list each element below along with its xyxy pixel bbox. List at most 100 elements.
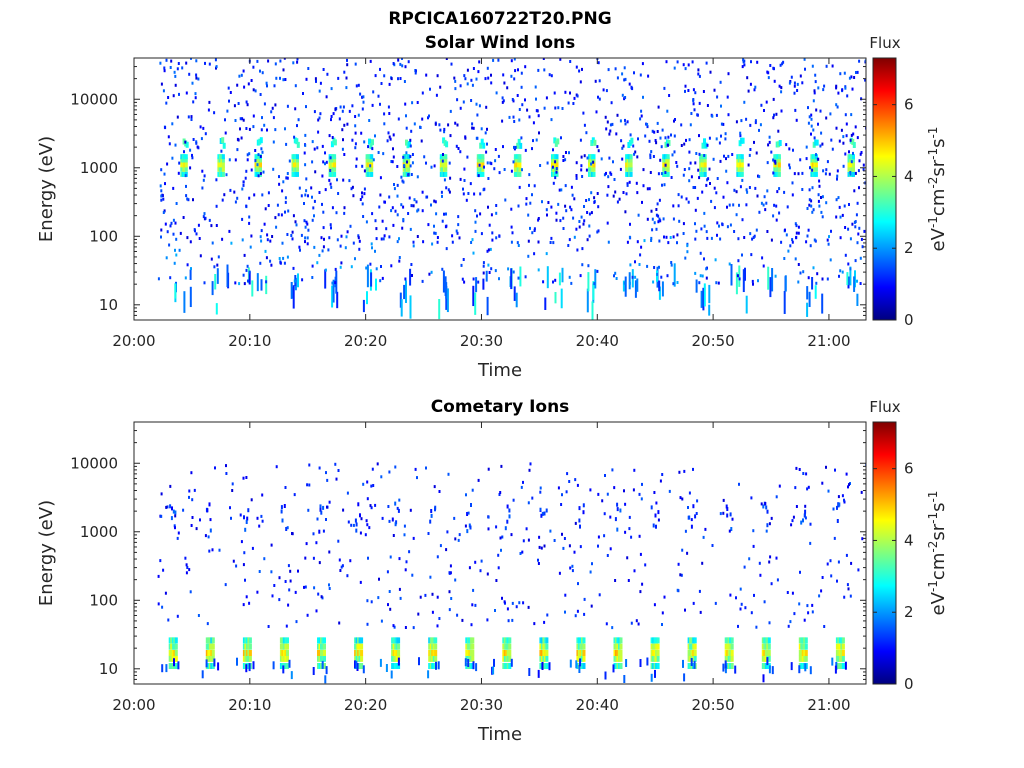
heatmap-cell [347, 520, 350, 524]
heatmap-cell [666, 154, 670, 160]
heatmap-cell [397, 58, 400, 62]
heatmap-cell [246, 516, 249, 521]
heatmap-cell [591, 137, 595, 144]
heatmap-cell [162, 89, 165, 93]
heatmap-cell [263, 123, 266, 127]
heatmap-cell [856, 279, 858, 283]
heatmap-cell [221, 162, 225, 168]
heatmap-cell [719, 80, 722, 84]
heatmap-cell [265, 256, 268, 260]
heatmap-cell [615, 277, 618, 280]
heatmap-cell [365, 171, 369, 177]
heatmap-cell [622, 280, 625, 292]
heatmap-cell [179, 231, 182, 235]
heatmap-cell [313, 199, 316, 203]
heatmap-cell [728, 529, 731, 533]
heatmap-cell [245, 595, 248, 599]
heatmap-cell [841, 637, 845, 644]
heatmap-cell [323, 637, 326, 644]
heatmap-cell [811, 610, 814, 614]
heatmap-cell [666, 109, 669, 113]
heatmap-cell [705, 183, 708, 187]
heatmap-cell [766, 523, 769, 528]
heatmap-cell [771, 268, 774, 292]
heatmap-cell [454, 79, 457, 83]
heatmap-cell [492, 58, 495, 62]
heatmap-cell [786, 591, 789, 594]
heatmap-cell [821, 481, 824, 485]
heatmap-cell [802, 518, 804, 523]
heatmap-cell [781, 62, 784, 66]
heatmap-cell [487, 248, 490, 252]
heatmap-cell [826, 562, 829, 566]
heatmap-cell [445, 186, 448, 190]
heatmap-cell [349, 224, 352, 228]
heatmap-cell [535, 97, 537, 101]
heatmap-cell [782, 60, 785, 64]
heatmap-cell [256, 516, 259, 520]
heatmap-cell [211, 637, 215, 644]
heatmap-cell [516, 241, 519, 245]
heatmap-cell [642, 95, 644, 99]
heatmap-cell [682, 659, 684, 668]
heatmap-cell [541, 662, 544, 670]
heatmap-cell [550, 205, 553, 209]
heatmap-cell [481, 166, 485, 172]
heatmap-cell [404, 626, 407, 629]
heatmap-cell [433, 164, 436, 168]
heatmap-cell [694, 186, 697, 189]
heatmap-cell [480, 559, 483, 563]
heatmap-cell [638, 492, 641, 496]
heatmap-cell [555, 218, 558, 222]
heatmap-cell [322, 505, 325, 510]
heatmap-cell [194, 92, 197, 96]
heatmap-cell [654, 139, 657, 142]
heatmap-cell [506, 607, 509, 611]
heatmap-cell [289, 579, 292, 583]
heatmap-cell [340, 261, 343, 265]
heatmap-cell [260, 147, 263, 151]
heatmap-cell [377, 596, 380, 600]
heatmap-cell [511, 618, 514, 622]
heatmap-cell [472, 277, 475, 281]
heatmap-cell [224, 583, 227, 587]
heatmap-cell [477, 70, 480, 74]
heatmap-cell [814, 157, 818, 163]
heatmap-cell [494, 148, 497, 151]
heatmap-cell [252, 661, 255, 670]
heatmap-cell [857, 232, 860, 236]
heatmap-cell [817, 86, 820, 90]
heatmap-cell [499, 536, 502, 540]
heatmap-cell [646, 187, 649, 191]
heatmap-cell [307, 228, 310, 232]
heatmap-cell [248, 655, 252, 662]
heatmap-cell [459, 150, 462, 154]
heatmap-cell [586, 238, 589, 242]
heatmap-cell [163, 209, 166, 213]
heatmap-cell [829, 559, 832, 563]
heatmap-cell [705, 61, 708, 65]
heatmap-cell [164, 591, 167, 595]
heatmap-cell [553, 539, 556, 542]
x-tick-label: 20:20 [344, 332, 387, 350]
heatmap-cell [467, 511, 470, 515]
heatmap-cell [351, 185, 354, 189]
heatmap-cell [315, 609, 318, 613]
heatmap-cell [486, 618, 489, 622]
heatmap-cell [187, 198, 190, 202]
heatmap-cell [348, 179, 351, 183]
heatmap-cell [774, 154, 778, 160]
heatmap-cell [793, 81, 796, 85]
heatmap-cell [527, 605, 530, 609]
heatmap-cell [609, 171, 612, 175]
heatmap-cell [608, 156, 611, 160]
heatmap-cell [519, 142, 523, 149]
heatmap-cell [379, 658, 382, 667]
heatmap-cell [510, 268, 513, 290]
heatmap-cell [573, 197, 576, 201]
heatmap-cell [817, 199, 820, 203]
heatmap-cell [296, 154, 299, 160]
heatmap-cell [811, 277, 814, 290]
heatmap-cell [811, 210, 814, 214]
heatmap-cell [264, 249, 267, 253]
